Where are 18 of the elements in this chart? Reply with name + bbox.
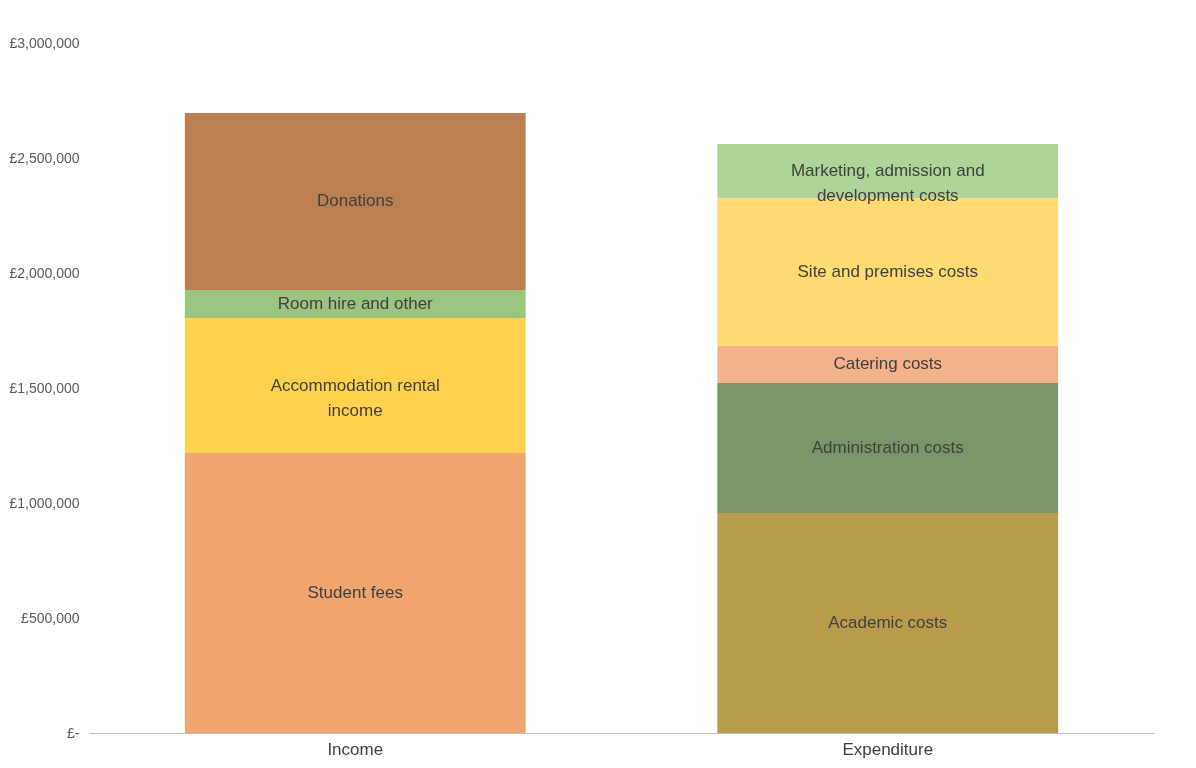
y-tick-label: £500,000 bbox=[21, 609, 80, 626]
y-tick-label: £- bbox=[67, 724, 80, 741]
series-label: Marketing, admission and development costs bbox=[790, 160, 985, 205]
series-label: Catering costs bbox=[833, 354, 943, 374]
x-tick-label: Expenditure bbox=[842, 739, 934, 759]
y-tick-label: £1,000,000 bbox=[9, 494, 80, 511]
series-label: Academic costs bbox=[828, 612, 948, 632]
series-label: Site and premises costs bbox=[797, 261, 978, 281]
series-label: Accommodation rental income bbox=[270, 375, 440, 420]
y-tick-label: £2,500,000 bbox=[9, 149, 80, 166]
series-label: Administration costs bbox=[811, 437, 964, 457]
y-tick-label: £3,000,000 bbox=[9, 34, 80, 51]
y-tick-label: £2,000,000 bbox=[9, 264, 80, 281]
y-tick-label: £1,500,000 bbox=[9, 379, 80, 396]
series-label: Room hire and other bbox=[277, 294, 434, 314]
series-label: Student fees bbox=[307, 583, 403, 603]
x-tick-label: Income bbox=[327, 739, 384, 759]
series-label: Donations bbox=[316, 191, 394, 211]
